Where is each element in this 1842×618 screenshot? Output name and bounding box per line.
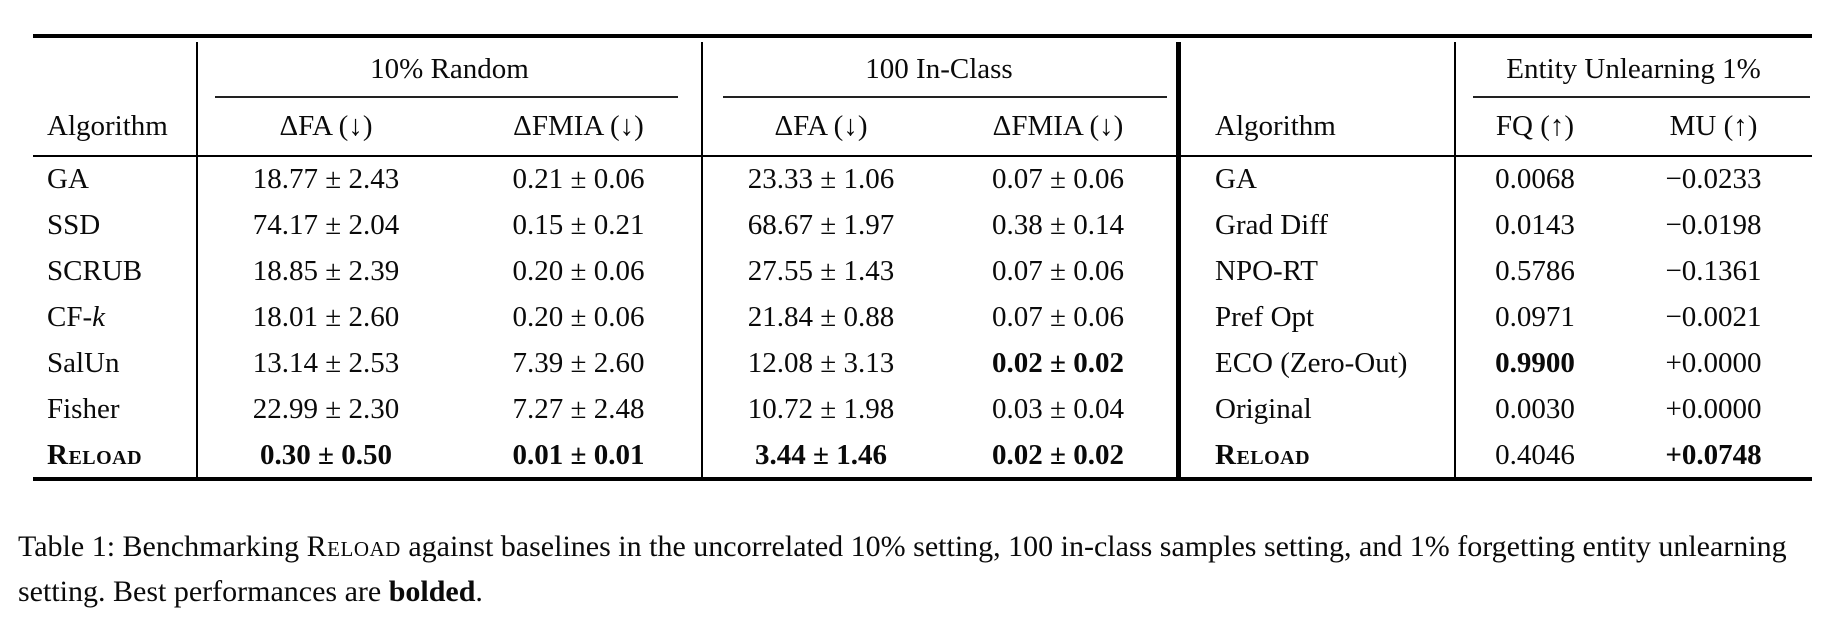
fq-cell: 0.5786 [1495, 255, 1575, 287]
fq-cell: 0.0143 [1495, 209, 1575, 241]
delta-fmia-10-cell: 0.20 ± 0.06 [512, 255, 645, 287]
table-row: SSD 74.17 ± 2.04 0.15 ± 0.21 68.67 ± 1.9… [33, 202, 1812, 248]
vertical-rule-right [1454, 42, 1456, 477]
table-header-rule [33, 155, 1812, 157]
table-row: SalUn 13.14 ± 2.53 7.39 ± 2.60 12.08 ± 3… [33, 340, 1812, 386]
mu-cell: +0.0000 [1665, 347, 1762, 379]
table-row: Fisher 22.99 ± 2.30 7.27 ± 2.48 10.72 ± … [33, 386, 1812, 432]
vertical-rule-middle [701, 42, 703, 477]
delta-fa-10-cell: 18.01 ± 2.60 [252, 301, 400, 333]
cmidrule-100-in-class [723, 96, 1167, 98]
algorithm-cell: GA [1215, 163, 1257, 195]
italic-k: k [92, 301, 106, 333]
delta-fa-10-cell-best: 0.30 ± 0.50 [260, 439, 392, 471]
algorithm-cell: Fisher [47, 393, 120, 425]
algorithm-cell: CF-k [47, 301, 106, 333]
delta-fa-100-cell: 10.72 ± 1.98 [747, 393, 895, 425]
mu-cell: −0.1361 [1665, 255, 1762, 287]
delta-fa-10-cell: 18.85 ± 2.39 [252, 255, 400, 287]
delta-fa-10-cell: 13.14 ± 2.53 [252, 347, 400, 379]
table-row-reload: Reload 0.30 ± 0.50 0.01 ± 0.01 3.44 ± 1.… [33, 432, 1812, 478]
mu-cell-best: +0.0748 [1665, 439, 1762, 471]
mu-cell: −0.0233 [1665, 163, 1762, 195]
algorithm-cell: NPO-RT [1215, 255, 1318, 287]
caption-method-name: Reload [306, 530, 401, 563]
algorithm-cell-reload: Reload [47, 439, 143, 471]
column-header-delta-fa-10: ΔFA (↓) [279, 110, 373, 142]
mu-cell: −0.0198 [1665, 209, 1762, 241]
column-header-delta-fa-100: ΔFA (↓) [774, 110, 868, 142]
table-row: GA 18.77 ± 2.43 0.21 ± 0.06 23.33 ± 1.06… [33, 156, 1812, 202]
table-body: GA 18.77 ± 2.43 0.21 ± 0.06 23.33 ± 1.06… [33, 156, 1812, 478]
column-header-fq: FQ (↑) [1495, 110, 1575, 142]
table-row: SCRUB 18.85 ± 2.39 0.20 ± 0.06 27.55 ± 1… [33, 248, 1812, 294]
delta-fmia-10-cell: 0.21 ± 0.06 [512, 163, 645, 195]
delta-fmia-100-cell: 0.07 ± 0.06 [992, 301, 1124, 333]
group-header-10pct-random: 10% Random [370, 53, 529, 85]
fq-cell-best: 0.9900 [1495, 347, 1575, 379]
table-row: CF-k 18.01 ± 2.60 0.20 ± 0.06 21.84 ± 0.… [33, 294, 1812, 340]
delta-fmia-10-cell: 0.15 ± 0.21 [512, 209, 645, 241]
caption-prefix: Table 1: Benchmarking [18, 530, 307, 563]
column-header-delta-fmia-100: ΔFMIA (↓) [992, 110, 1124, 142]
column-header-algorithm-left: Algorithm [47, 110, 168, 142]
delta-fmia-100-cell: 0.03 ± 0.04 [992, 393, 1124, 425]
delta-fa-100-cell: 21.84 ± 0.88 [747, 301, 895, 333]
table-caption: Table 1: Benchmarking Reload against bas… [18, 524, 1830, 614]
delta-fmia-100-cell-best: 0.02 ± 0.02 [992, 439, 1124, 471]
algorithm-cell: GA [47, 163, 89, 195]
delta-fa-100-cell-best: 3.44 ± 1.46 [755, 439, 887, 471]
delta-fmia-100-cell: 0.07 ± 0.06 [992, 255, 1124, 287]
group-header-entity-unlearning: Entity Unlearning 1% [1506, 53, 1761, 85]
delta-fa-100-cell: 27.55 ± 1.43 [747, 255, 895, 287]
vertical-rule-panel-divider [1176, 42, 1181, 477]
delta-fmia-10-cell: 0.20 ± 0.06 [512, 301, 645, 333]
delta-fmia-10-cell: 7.27 ± 2.48 [512, 393, 645, 425]
fq-cell: 0.0068 [1495, 163, 1575, 195]
delta-fmia-10-cell: 7.39 ± 2.60 [512, 347, 645, 379]
delta-fa-10-cell: 22.99 ± 2.30 [252, 393, 400, 425]
algorithm-cell: Grad Diff [1215, 209, 1329, 241]
mu-cell: −0.0021 [1665, 301, 1762, 333]
algorithm-cell: SCRUB [47, 255, 143, 287]
column-header-algorithm-right: Algorithm [1215, 110, 1336, 142]
algorithm-cell: Original [1215, 393, 1312, 425]
delta-fa-100-cell: 68.67 ± 1.97 [747, 209, 895, 241]
algorithm-cell: Pref Opt [1215, 301, 1315, 333]
delta-fmia-100-cell-best: 0.02 ± 0.02 [992, 347, 1124, 379]
delta-fmia-10-cell-best: 0.01 ± 0.01 [512, 439, 645, 471]
group-header-100-in-class: 100 In-Class [865, 53, 1013, 85]
algorithm-cell: SalUn [47, 347, 120, 379]
delta-fmia-100-cell: 0.38 ± 0.14 [992, 209, 1124, 241]
cmidrule-entity-unlearning [1473, 96, 1810, 98]
caption-bold-word: bolded [388, 575, 476, 608]
algorithm-cell-reload: Reload [1215, 439, 1311, 471]
table-bottom-rule [33, 477, 1812, 481]
delta-fmia-100-cell: 0.07 ± 0.06 [992, 163, 1124, 195]
table-top-rule [33, 34, 1812, 38]
vertical-rule-left [196, 42, 198, 477]
fq-cell: 0.0030 [1495, 393, 1575, 425]
column-header-mu: MU (↑) [1669, 110, 1758, 142]
algorithm-cell: ECO (Zero-Out) [1215, 347, 1408, 379]
column-header-delta-fmia-10: ΔFMIA (↓) [513, 110, 644, 142]
delta-fa-10-cell: 74.17 ± 2.04 [252, 209, 400, 241]
delta-fa-100-cell: 23.33 ± 1.06 [747, 163, 895, 195]
fq-cell: 0.0971 [1495, 301, 1575, 333]
algorithm-cell: SSD [47, 209, 101, 241]
cmidrule-10pct-random [215, 96, 678, 98]
mu-cell: +0.0000 [1665, 393, 1762, 425]
delta-fa-100-cell: 12.08 ± 3.13 [747, 347, 895, 379]
caption-middle: against baselines in the uncorrelated 10… [18, 530, 1787, 608]
fq-cell: 0.4046 [1495, 439, 1575, 471]
delta-fa-10-cell: 18.77 ± 2.43 [252, 163, 400, 195]
caption-suffix: . [475, 575, 483, 608]
